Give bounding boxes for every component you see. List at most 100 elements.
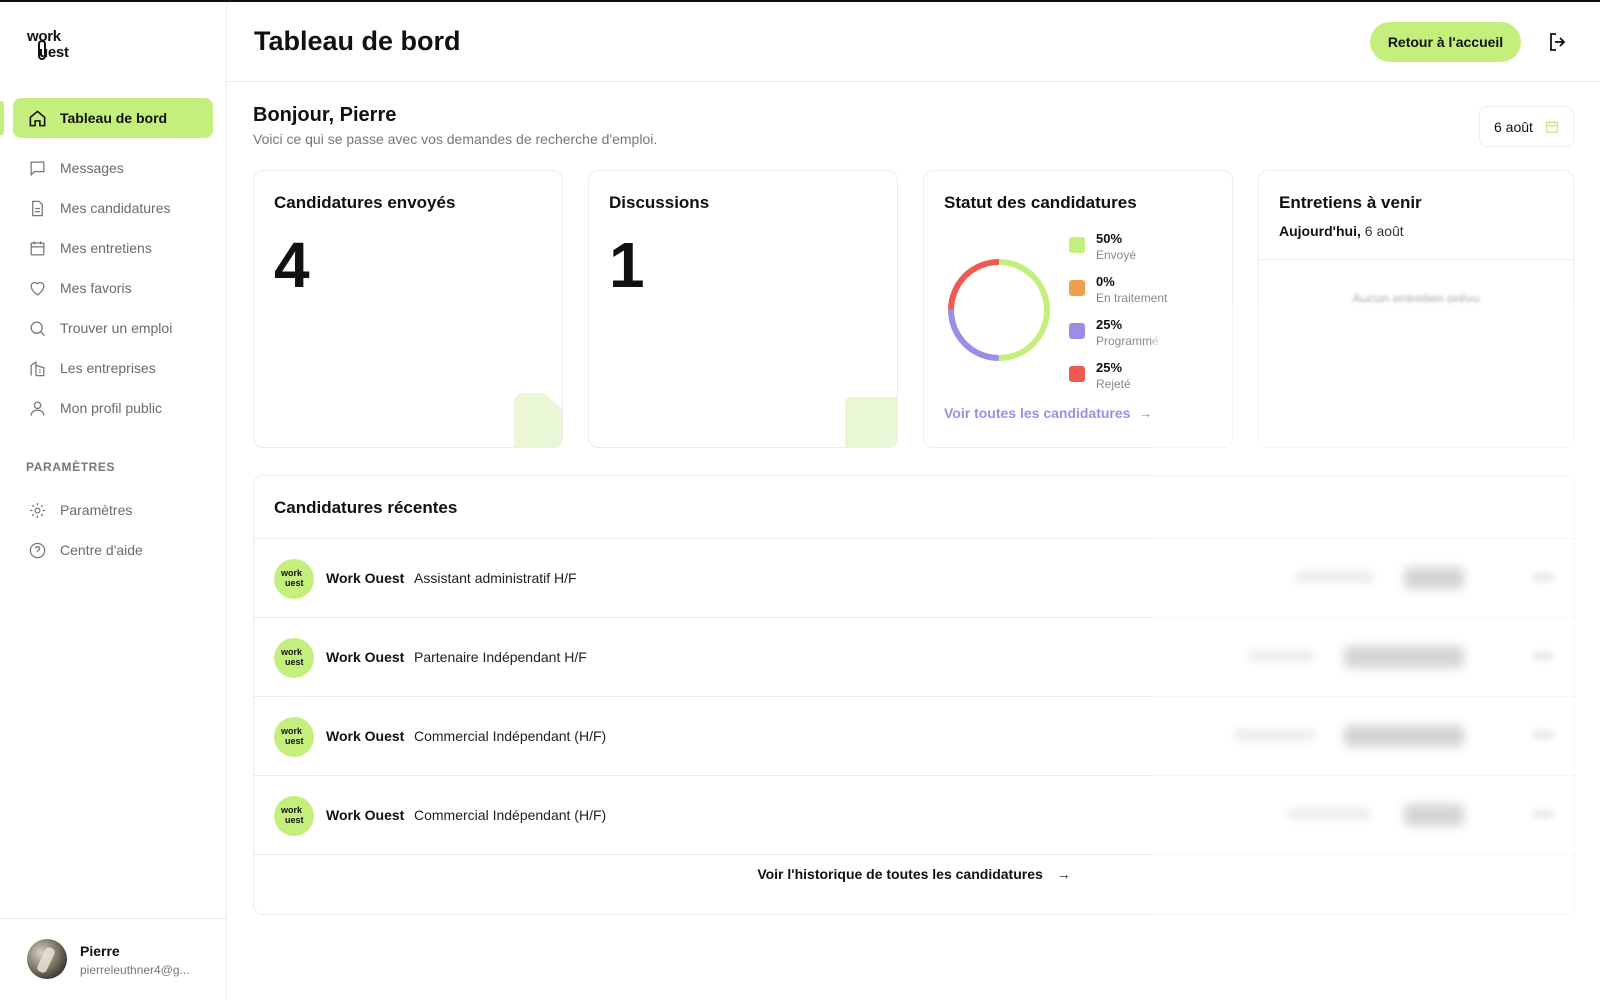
job-title: Partenaire Indépendant H/F — [414, 649, 587, 665]
sidebar-item-label: Mon profil public — [60, 400, 162, 416]
company-logo: work uest — [274, 638, 314, 678]
subgreeting: Voici ce qui se passe avec vos demandes … — [253, 131, 658, 147]
legend-swatch — [1069, 366, 1085, 382]
legend-swatch — [1069, 323, 1085, 339]
link-text: Voir l'historique de toutes les candidat… — [757, 866, 1043, 882]
job-title: Commercial Indépendant (H/F) — [414, 728, 607, 744]
sidebar-item-label: Les entreprises — [60, 360, 156, 376]
sent-applications-card: Candidatures envoyés 4 — [253, 170, 563, 448]
sidebar-item-label: Tableau de bord — [60, 110, 168, 126]
discussions-count: 1 — [609, 229, 645, 301]
status-donut-chart — [948, 259, 1050, 361]
sidebar-item-dashboard[interactable]: Tableau de bord — [13, 98, 213, 138]
sidebar-item-companies[interactable]: Les entreprises — [13, 348, 213, 388]
sidebar-item-favorites[interactable]: Mes favoris — [13, 268, 213, 308]
work-ouest-logo[interactable]: work uest — [27, 28, 87, 64]
legend-swatch — [1069, 280, 1085, 296]
user-icon — [27, 398, 47, 418]
sidebar-item-find-job[interactable]: Trouver un emploi — [13, 308, 213, 348]
link-text: Voir toutes les candidatures — [944, 405, 1131, 421]
document-icon — [27, 198, 47, 218]
section-title: Candidatures récentes — [274, 498, 458, 517]
user-name: Pierre — [80, 943, 120, 959]
discussions-card: Discussions 1 — [588, 170, 898, 448]
interview-today: Aujourd'hui, 6 août — [1279, 223, 1404, 239]
card-title: Statut des candidatures — [944, 193, 1137, 212]
date-picker[interactable]: 6 août — [1479, 106, 1574, 147]
job-title: Assistant administratif H/F — [414, 570, 577, 586]
sidebar-item-label: Mes candidatures — [60, 200, 171, 216]
sidebar-item-label: Mes entretiens — [60, 240, 152, 256]
chat-decoration-icon — [845, 397, 897, 447]
building-icon — [27, 358, 47, 378]
legend-percent: 25% — [1096, 360, 1123, 375]
settings-section-label: PARAMÈTRES — [26, 460, 116, 474]
company-name: Work Ouest — [326, 807, 405, 823]
calendar-icon — [1545, 120, 1558, 133]
heart-icon — [27, 278, 47, 298]
sidebar-item-label: Centre d'aide — [60, 542, 143, 558]
sidebar-item-applications[interactable]: Mes candidatures — [13, 188, 213, 228]
sidebar-item-label: Trouver un emploi — [60, 320, 173, 336]
legend-item-rejected: 25% Rejeté — [1069, 360, 1167, 403]
top-header: Tableau de bord Retour à l'accueil — [227, 2, 1600, 82]
legend-percent: 25% — [1096, 317, 1123, 332]
donut-segment-scheduled — [948, 259, 1050, 361]
sidebar-item-settings[interactable]: Paramètres — [13, 490, 213, 530]
legend-item-processing: 0% En traitement — [1069, 274, 1167, 317]
sidebar-item-interviews[interactable]: Mes entretiens — [13, 228, 213, 268]
legend-item-scheduled: 25% Programmé — [1069, 317, 1167, 360]
help-icon — [27, 540, 47, 560]
sidebar: work uest Tableau de bord Messages Mes c… — [0, 2, 227, 1000]
card-title: Discussions — [609, 193, 710, 212]
page-title: Tableau de bord — [254, 26, 461, 56]
company-logo: work uest — [274, 796, 314, 836]
company-logo: work uest — [274, 559, 314, 599]
legend-label: Programmé — [1096, 334, 1159, 348]
company-logo: work uest — [274, 717, 314, 757]
back-home-button[interactable]: Retour à l'accueil — [1370, 22, 1521, 62]
blur-overlay — [1153, 302, 1600, 922]
sidebar-item-label: Paramètres — [60, 502, 133, 518]
sidebar-item-help[interactable]: Centre d'aide — [13, 530, 213, 570]
view-all-applications-link[interactable]: Voir toutes les candidatures → — [944, 405, 1152, 421]
today-date: 6 août — [1364, 223, 1404, 239]
settings-nav: Paramètres Centre d'aide — [13, 490, 213, 570]
arrow-right-icon: → — [1138, 405, 1153, 421]
avatar — [27, 939, 67, 979]
main-nav: Tableau de bord Messages Mes candidature… — [13, 98, 213, 428]
legend-label: Rejeté — [1096, 377, 1131, 391]
home-icon — [27, 108, 47, 128]
document-decoration-icon — [514, 393, 562, 447]
date-text: 6 août — [1494, 118, 1533, 135]
legend-percent: 50% — [1096, 231, 1123, 246]
donut-segment-sent — [948, 259, 1050, 361]
message-icon — [27, 158, 47, 178]
job-title: Commercial Indépendant (H/F) — [414, 807, 607, 823]
greeting: Bonjour, Pierre — [253, 104, 397, 126]
table-footer — [254, 854, 1574, 914]
legend-item-sent: 50% Envoyé — [1069, 231, 1167, 274]
view-history-link[interactable]: Voir l'historique de toutes les candidat… — [254, 866, 1574, 882]
paperclip-icon — [38, 40, 46, 60]
card-title: Entretiens à venir — [1279, 193, 1422, 212]
user-email: pierreleuthner4@g... — [80, 963, 190, 977]
search-icon — [27, 318, 47, 338]
card-title: Candidatures envoyés — [274, 193, 456, 212]
divider — [1259, 259, 1573, 260]
logo-text-ouest: uest — [39, 44, 69, 61]
legend-label: En traitement — [1096, 291, 1168, 305]
logout-icon[interactable] — [1546, 30, 1570, 54]
arrow-right-icon: → — [1056, 866, 1071, 882]
sidebar-item-label: Messages — [60, 160, 124, 176]
gear-icon — [27, 500, 47, 520]
legend-swatch — [1069, 237, 1085, 253]
company-name: Work Ouest — [326, 570, 405, 586]
sidebar-item-public-profile[interactable]: Mon profil public — [13, 388, 213, 428]
company-name: Work Ouest — [326, 728, 405, 744]
legend-percent: 0% — [1096, 274, 1115, 289]
user-profile[interactable]: Pierre pierreleuthner4@g... — [0, 918, 226, 1000]
sidebar-item-label: Mes favoris — [60, 280, 132, 296]
sidebar-item-messages[interactable]: Messages — [13, 148, 213, 188]
logo-text-work: work — [27, 28, 61, 45]
